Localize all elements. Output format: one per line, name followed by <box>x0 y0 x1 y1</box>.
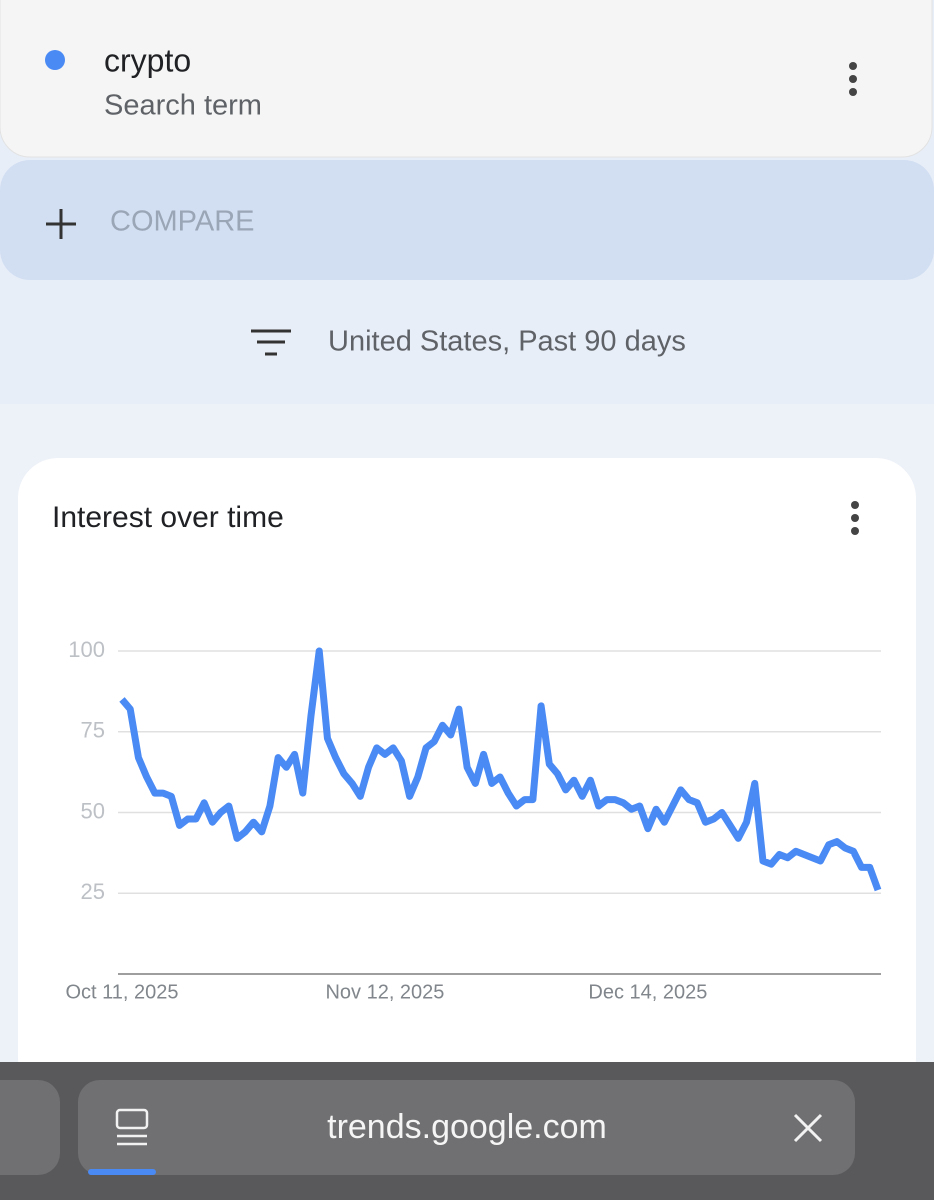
url-bar[interactable] <box>78 1080 855 1175</box>
y-tick-label: 75 <box>81 718 105 743</box>
chart-menu[interactable] <box>851 501 859 535</box>
term-menu[interactable] <box>849 62 857 96</box>
y-tick-label: 100 <box>68 637 105 662</box>
compare-button[interactable] <box>0 160 934 280</box>
x-tick-label: Dec 14, 2025 <box>588 981 707 1003</box>
compare-label: COMPARE <box>110 206 254 238</box>
url: trends.google.com <box>327 1108 607 1146</box>
term-label: crypto <box>104 42 191 78</box>
plot: 25 50 75 100 Oct 11, 2025 Nov 12, 2025 Dec 14,… <box>65 637 882 1003</box>
tab-icon[interactable] <box>115 1108 149 1146</box>
plus-icon <box>46 209 76 239</box>
close-icon[interactable] <box>793 1113 823 1143</box>
tab-indicator <box>88 1169 156 1175</box>
chart-card <box>18 458 916 1098</box>
other-tab[interactable] <box>0 1080 60 1175</box>
filter-icon[interactable] <box>251 329 291 356</box>
trend-line <box>119 647 882 892</box>
term-dot <box>45 50 65 70</box>
y-tick-label: 50 <box>81 798 105 823</box>
x-tick-label: Nov 12, 2025 <box>325 981 444 1003</box>
y-tick-label: 25 <box>81 879 105 904</box>
chart-title: Interest over time <box>52 501 284 534</box>
filter-label[interactable]: United States, Past 90 days <box>328 326 686 358</box>
x-tick-label: Oct 11, 2025 <box>65 981 178 1003</box>
term-card[interactable] <box>0 0 933 158</box>
term-kind: Search term <box>104 90 262 122</box>
